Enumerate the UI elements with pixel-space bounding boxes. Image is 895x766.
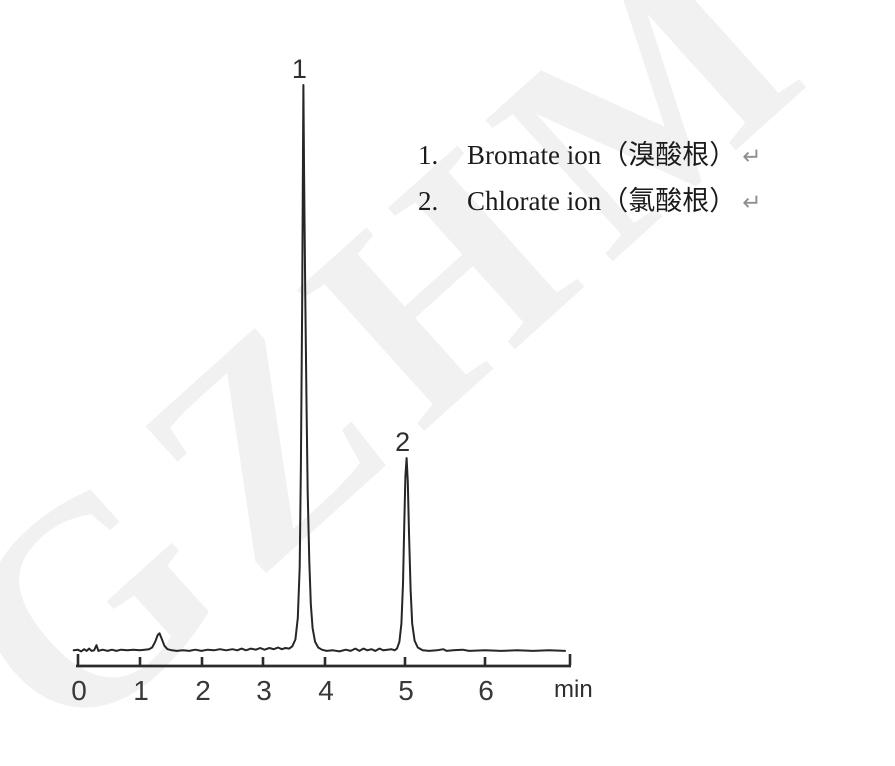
- legend-item-label: Chlorate ion（氯酸根）: [467, 186, 737, 216]
- legend-item-2: 2. Chlorate ion（氯酸根） ↵: [418, 179, 762, 225]
- x-axis-unit-label: min: [554, 676, 593, 703]
- x-tick-label: 2: [195, 675, 211, 706]
- peak-label-1: 1: [292, 54, 307, 84]
- peak-label-2: 2: [395, 427, 410, 457]
- detector-trace: [72, 84, 566, 653]
- x-tick-label: 4: [318, 675, 334, 706]
- x-tick-label: 3: [256, 675, 272, 706]
- legend-item-number: 1.: [418, 140, 439, 170]
- x-tick-label: 0: [71, 675, 87, 706]
- return-mark-icon: ↵: [742, 189, 762, 215]
- return-mark-icon: ↵: [742, 143, 762, 169]
- peak-legend: 1. Bromate ion（溴酸根） ↵ 2. Chlorate ion（氯酸…: [418, 133, 762, 225]
- legend-item-number: 2.: [418, 186, 439, 216]
- legend-item-1: 1. Bromate ion（溴酸根） ↵: [418, 133, 762, 179]
- legend-item-label: Bromate ion（溴酸根）: [467, 140, 737, 170]
- x-tick-label: 1: [133, 675, 149, 706]
- x-tick-label: 5: [398, 675, 414, 706]
- x-tick-label: 6: [478, 675, 494, 706]
